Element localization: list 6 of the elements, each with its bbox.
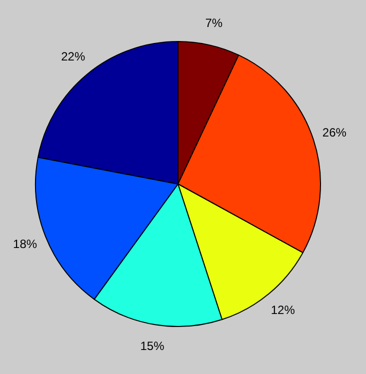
data-label: 12% <box>270 303 296 318</box>
data-label: 26% <box>322 125 347 140</box>
data-label: 7% <box>205 16 223 30</box>
data-label: 18% <box>13 236 38 251</box>
data-label: 15% <box>140 338 165 353</box>
data-label: 22% <box>61 50 86 64</box>
